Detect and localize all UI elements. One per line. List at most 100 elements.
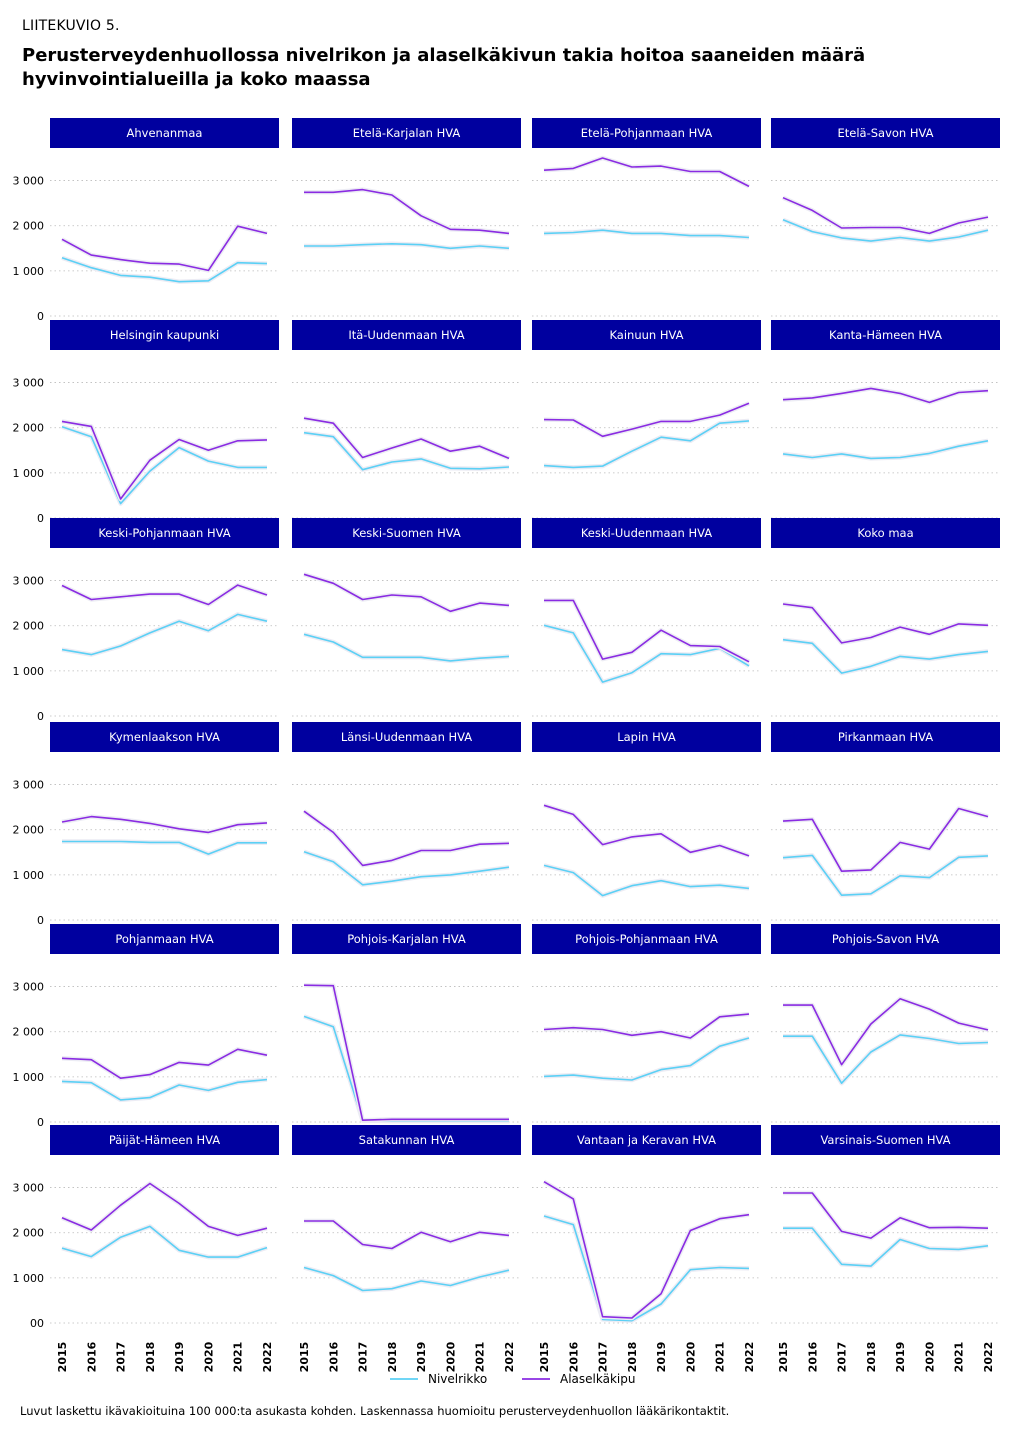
x-tick-label: 2017 xyxy=(597,1342,610,1373)
panel-kanta-hämeen-hva: Kanta-Hämeen HVA xyxy=(771,320,1000,519)
y-tick-label: 1 000 xyxy=(13,265,45,278)
x-tick-label: 2016 xyxy=(567,1341,580,1372)
x-tick-label: 2016 xyxy=(327,1341,340,1372)
series-line-nivelrikko xyxy=(303,1015,509,1122)
series-line-nivelrikko xyxy=(543,1037,750,1081)
series-halo xyxy=(61,1181,268,1238)
panel-pohjois-savon-hva: Pohjois-Savon HVA xyxy=(771,924,1000,1123)
series-line-nivelrikko xyxy=(303,851,510,886)
y-tick-label: 0 xyxy=(37,512,44,525)
panel-strip xyxy=(50,924,279,954)
series-line-nivelrikko xyxy=(62,840,267,855)
panel-strip xyxy=(532,320,761,350)
series-line-nivelrikko xyxy=(304,243,510,250)
panel-title: Kanta-Hämeen HVA xyxy=(829,328,942,342)
x-tick-label: 2021 xyxy=(953,1342,966,1373)
panel-title: Keski-Suomen HVA xyxy=(352,526,461,540)
x-tick-label: 2019 xyxy=(173,1342,186,1373)
series-halo xyxy=(543,863,750,898)
x-tick-label: 2015 xyxy=(298,1342,311,1373)
panel-title: Pirkanmaan HVA xyxy=(838,730,933,744)
panel-pohjanmaan-hva: Pohjanmaan HVA 0 1 000 2 000 3 000 xyxy=(13,924,279,1129)
series-halo xyxy=(303,1265,510,1293)
panel-strip xyxy=(532,1125,761,1155)
panel-vantaan-ja-keravan-hva: Vantaan ja Keravan HVA 2015 2016 2017 2018 20… xyxy=(532,1125,761,1372)
panel-strip xyxy=(50,518,279,548)
panel-title: Keski-Uudenmaan HVA xyxy=(581,526,712,540)
series-line-nivelrikko xyxy=(782,440,989,460)
series-line-nivelrikko xyxy=(543,420,750,469)
series-line-alaselkakipu xyxy=(304,188,510,235)
panel-title: Pohjanmaan HVA xyxy=(115,932,213,946)
panel-title: Pohjois-Karjalan HVA xyxy=(347,932,466,946)
panel-ahvenanmaa: Ahvenanmaa 0 1 000 2 000 3 000 xyxy=(13,118,279,323)
x-tick-label: 2018 xyxy=(865,1342,878,1373)
x-tick-label: 2019 xyxy=(415,1342,428,1373)
y-tick-label: 1 000 xyxy=(13,467,45,480)
panel-koko-maa: Koko maa xyxy=(771,518,1000,717)
panel-title: Kainuun HVA xyxy=(609,328,683,342)
y-tick-label: 00 xyxy=(30,1317,44,1330)
panel-title: Länsi-Uudenmaan HVA xyxy=(341,730,472,744)
series-halo xyxy=(782,806,989,874)
y-tick-label: 2 000 xyxy=(13,422,45,435)
panel-keski-suomen-hva: Keski-Suomen HVA xyxy=(292,518,521,717)
panel-title: Etelä-Savon HVA xyxy=(837,126,933,140)
x-tick-label: 2020 xyxy=(684,1341,697,1372)
series-line-alaselkakipu xyxy=(782,807,989,873)
series-line-nivelrikko xyxy=(61,1225,268,1258)
series-line-alaselkakipu xyxy=(783,997,989,1066)
panel-keski-pohjanmaan-hva: Keski-Pohjanmaan HVA 0 1 000 2 000 3 000 xyxy=(13,518,279,723)
series-halo xyxy=(304,187,510,236)
series-line-alaselkakipu xyxy=(303,573,510,613)
series-line-alaselkakipu xyxy=(303,984,509,1121)
panel-kainuun-hva: Kainuun HVA xyxy=(532,320,761,519)
series-line-nivelrikko xyxy=(303,633,510,662)
y-tick-label: 1 000 xyxy=(13,1272,45,1285)
x-tick-label: 2017 xyxy=(115,1342,128,1373)
panel-title: Pohjois-Savon HVA xyxy=(832,932,939,946)
panel-strip xyxy=(771,924,1000,954)
series-line-nivelrikko xyxy=(543,864,750,897)
panel-title: Vantaan ja Keravan HVA xyxy=(577,1133,716,1147)
y-tick-label: 3 000 xyxy=(13,1182,45,1195)
series-line-alaselkakipu xyxy=(544,599,750,663)
panel-etelä-savon-hva: Etelä-Savon HVA xyxy=(771,118,1000,317)
y-tick-label: 2 000 xyxy=(13,1227,45,1240)
y-tick-label: 1 000 xyxy=(13,869,45,882)
series-halo xyxy=(303,982,509,1123)
panel-etelä-karjalan-hva: Etelä-Karjalan HVA xyxy=(292,118,521,317)
panel-strip xyxy=(532,722,761,752)
series-halo xyxy=(61,1047,268,1081)
series-line-alaselkakipu xyxy=(543,1013,750,1039)
x-tick-label: 2017 xyxy=(357,1342,370,1373)
panel-lapin-hva: Lapin HVA xyxy=(532,722,761,921)
series-line-alaselkakipu xyxy=(783,1192,989,1239)
panel-pohjois-pohjanmaan-hva: Pohjois-Pohjanmaan HVA xyxy=(532,924,761,1123)
footnote: Luvut laskettu ikävakioituina 100 000:ta… xyxy=(20,1404,730,1418)
series-halo xyxy=(544,598,751,664)
series-line-alaselkakipu xyxy=(304,1220,510,1250)
series-line-nivelrikko xyxy=(61,257,268,283)
figure-label: LIITEKUVIO 5. xyxy=(22,18,120,34)
y-tick-label: 2 000 xyxy=(13,220,45,233)
legend: Nivelrikko Alaselkäkipu xyxy=(390,1372,635,1386)
y-tick-label: 2 000 xyxy=(13,824,45,837)
series-halo xyxy=(782,853,989,898)
panel-kymenlaakson-hva: Kymenlaakson HVA 0 1 000 2 000 3 000 xyxy=(13,722,279,927)
chart-title: Perusterveydenhuollossa nivelrikon ja al… xyxy=(22,45,866,90)
series-halo xyxy=(302,809,510,868)
panel-title: Päijät-Hämeen HVA xyxy=(109,1133,220,1147)
series-halo xyxy=(783,1032,989,1086)
series-line-alaselkakipu xyxy=(782,387,989,404)
series-line-nivelrikko xyxy=(303,431,510,471)
panel-strip xyxy=(292,1125,521,1155)
series-line-alaselkakipu xyxy=(543,804,750,857)
y-tick-label: 3 000 xyxy=(13,377,45,390)
panel-etelä-pohjanmaan-hva: Etelä-Pohjanmaan HVA xyxy=(532,118,761,317)
series-line-alaselkakipu xyxy=(303,810,510,867)
x-tick-label: 2021 xyxy=(714,1342,727,1373)
panel-title: Itä-Uudenmaan HVA xyxy=(348,328,464,342)
series-halo xyxy=(61,255,268,284)
series-line-alaselkakipu xyxy=(782,196,989,235)
